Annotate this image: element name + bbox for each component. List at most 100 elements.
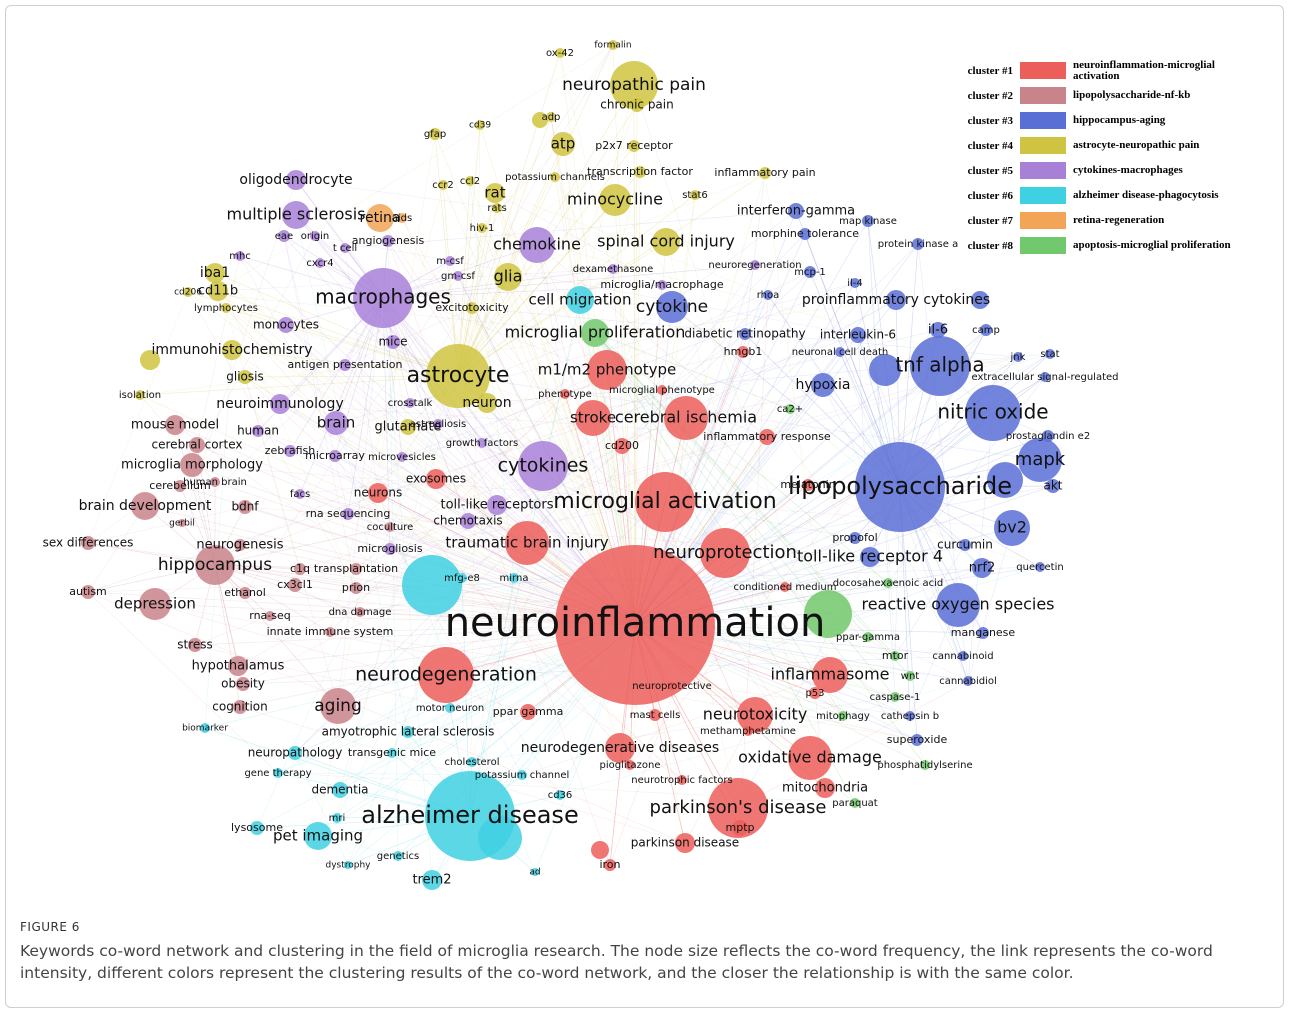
node-label: neuroinflammation: [445, 600, 826, 646]
node-label: mitochondria: [782, 781, 868, 796]
node-label: proinflammatory cytokines: [802, 292, 990, 308]
link: [87, 564, 216, 593]
node-label: propofol: [832, 531, 877, 544]
legend-name: hippocampus-aging: [1073, 114, 1166, 126]
node: [492, 203, 502, 213]
node-label: traumatic brain injury: [445, 534, 608, 552]
link: [382, 284, 663, 299]
node-label: prion: [342, 581, 370, 594]
node: [690, 190, 700, 200]
node: [189, 437, 205, 453]
node-label: inflammatory pain: [714, 166, 815, 179]
link: [664, 501, 856, 539]
node-label: atp: [551, 135, 576, 153]
node: [460, 513, 476, 529]
node-label: akt: [1043, 479, 1062, 493]
node: [634, 166, 646, 178]
node-label: pioglitazone: [599, 760, 660, 771]
node: [863, 632, 873, 642]
link: [214, 272, 459, 377]
node: [445, 703, 455, 713]
node: [465, 176, 475, 186]
node-label: neuronal cell death: [792, 347, 889, 358]
node-label: antigen presentation: [288, 358, 403, 371]
node: [340, 243, 350, 253]
node: [200, 723, 210, 733]
link: [347, 297, 384, 515]
node: [936, 583, 980, 627]
node: [575, 400, 611, 436]
link: [536, 244, 566, 395]
node-label: cx3cl1: [277, 578, 313, 591]
link: [225, 307, 636, 626]
link: [204, 727, 471, 817]
node: [400, 419, 416, 435]
node-label: conditioned medium: [733, 582, 836, 593]
node: [555, 545, 715, 705]
node-label: phenotype: [538, 389, 592, 400]
link: [231, 349, 683, 781]
link: [391, 566, 1041, 754]
node-label: ad: [529, 868, 540, 878]
node: [425, 771, 515, 861]
node-label: morphine tolerance: [751, 227, 859, 240]
legend-name: apoptosis-microglial proliferation: [1073, 239, 1231, 251]
node: [350, 563, 362, 575]
node-label: cxcr4: [306, 258, 333, 269]
node-label: ca2+: [777, 404, 803, 415]
link: [481, 210, 797, 444]
link: [295, 214, 636, 626]
node-label: lipopolysaccharide: [788, 472, 1012, 500]
node-label: immunohistochemistry: [151, 342, 312, 358]
node: [131, 492, 159, 520]
node: [288, 746, 302, 760]
link: [87, 591, 686, 844]
node: [759, 429, 775, 445]
link: [457, 180, 471, 377]
legend-cluster: cluster #2: [967, 89, 1013, 102]
node-label: mice: [378, 335, 407, 349]
node: [743, 726, 753, 736]
node: [625, 760, 635, 770]
link: [594, 332, 889, 584]
node: [344, 861, 352, 869]
node-label: rhoa: [757, 290, 780, 301]
node: [457, 573, 467, 583]
node-label: oligodendrocyte: [239, 172, 352, 188]
node: [628, 140, 640, 152]
legend-cluster: cluster #6: [967, 189, 1013, 202]
link: [239, 255, 523, 776]
node-label: cd200: [605, 439, 639, 452]
node-label: melatonin: [780, 478, 835, 491]
node-label: mitophagy: [816, 711, 870, 722]
node-label: stroke: [570, 409, 616, 427]
node: [426, 344, 490, 408]
link: [214, 564, 869, 638]
link: [335, 282, 856, 424]
link: [606, 369, 889, 584]
link: [612, 44, 636, 626]
node-label: cannabidiol: [939, 676, 997, 687]
node: [418, 647, 474, 703]
link: [744, 172, 766, 335]
node: [288, 578, 302, 592]
node: [959, 539, 971, 551]
node: [81, 585, 95, 599]
link: [457, 172, 766, 377]
node: [987, 462, 1023, 498]
node: [656, 291, 688, 323]
link: [671, 306, 901, 488]
node-label: angiogenesis: [352, 234, 425, 247]
node-label: prostaglandin e2: [1006, 431, 1090, 442]
node-label: zebrafish: [265, 444, 315, 457]
node-label: mfg-e8: [444, 573, 480, 584]
node-label: reactive oxygen species: [861, 595, 1054, 614]
link: [379, 217, 636, 626]
legend-swatch: [1020, 112, 1066, 129]
node: [664, 396, 708, 440]
node: [912, 238, 924, 250]
node-label: gene therapy: [244, 768, 311, 779]
node: [517, 770, 527, 780]
link: [594, 332, 926, 766]
node: [208, 281, 228, 301]
